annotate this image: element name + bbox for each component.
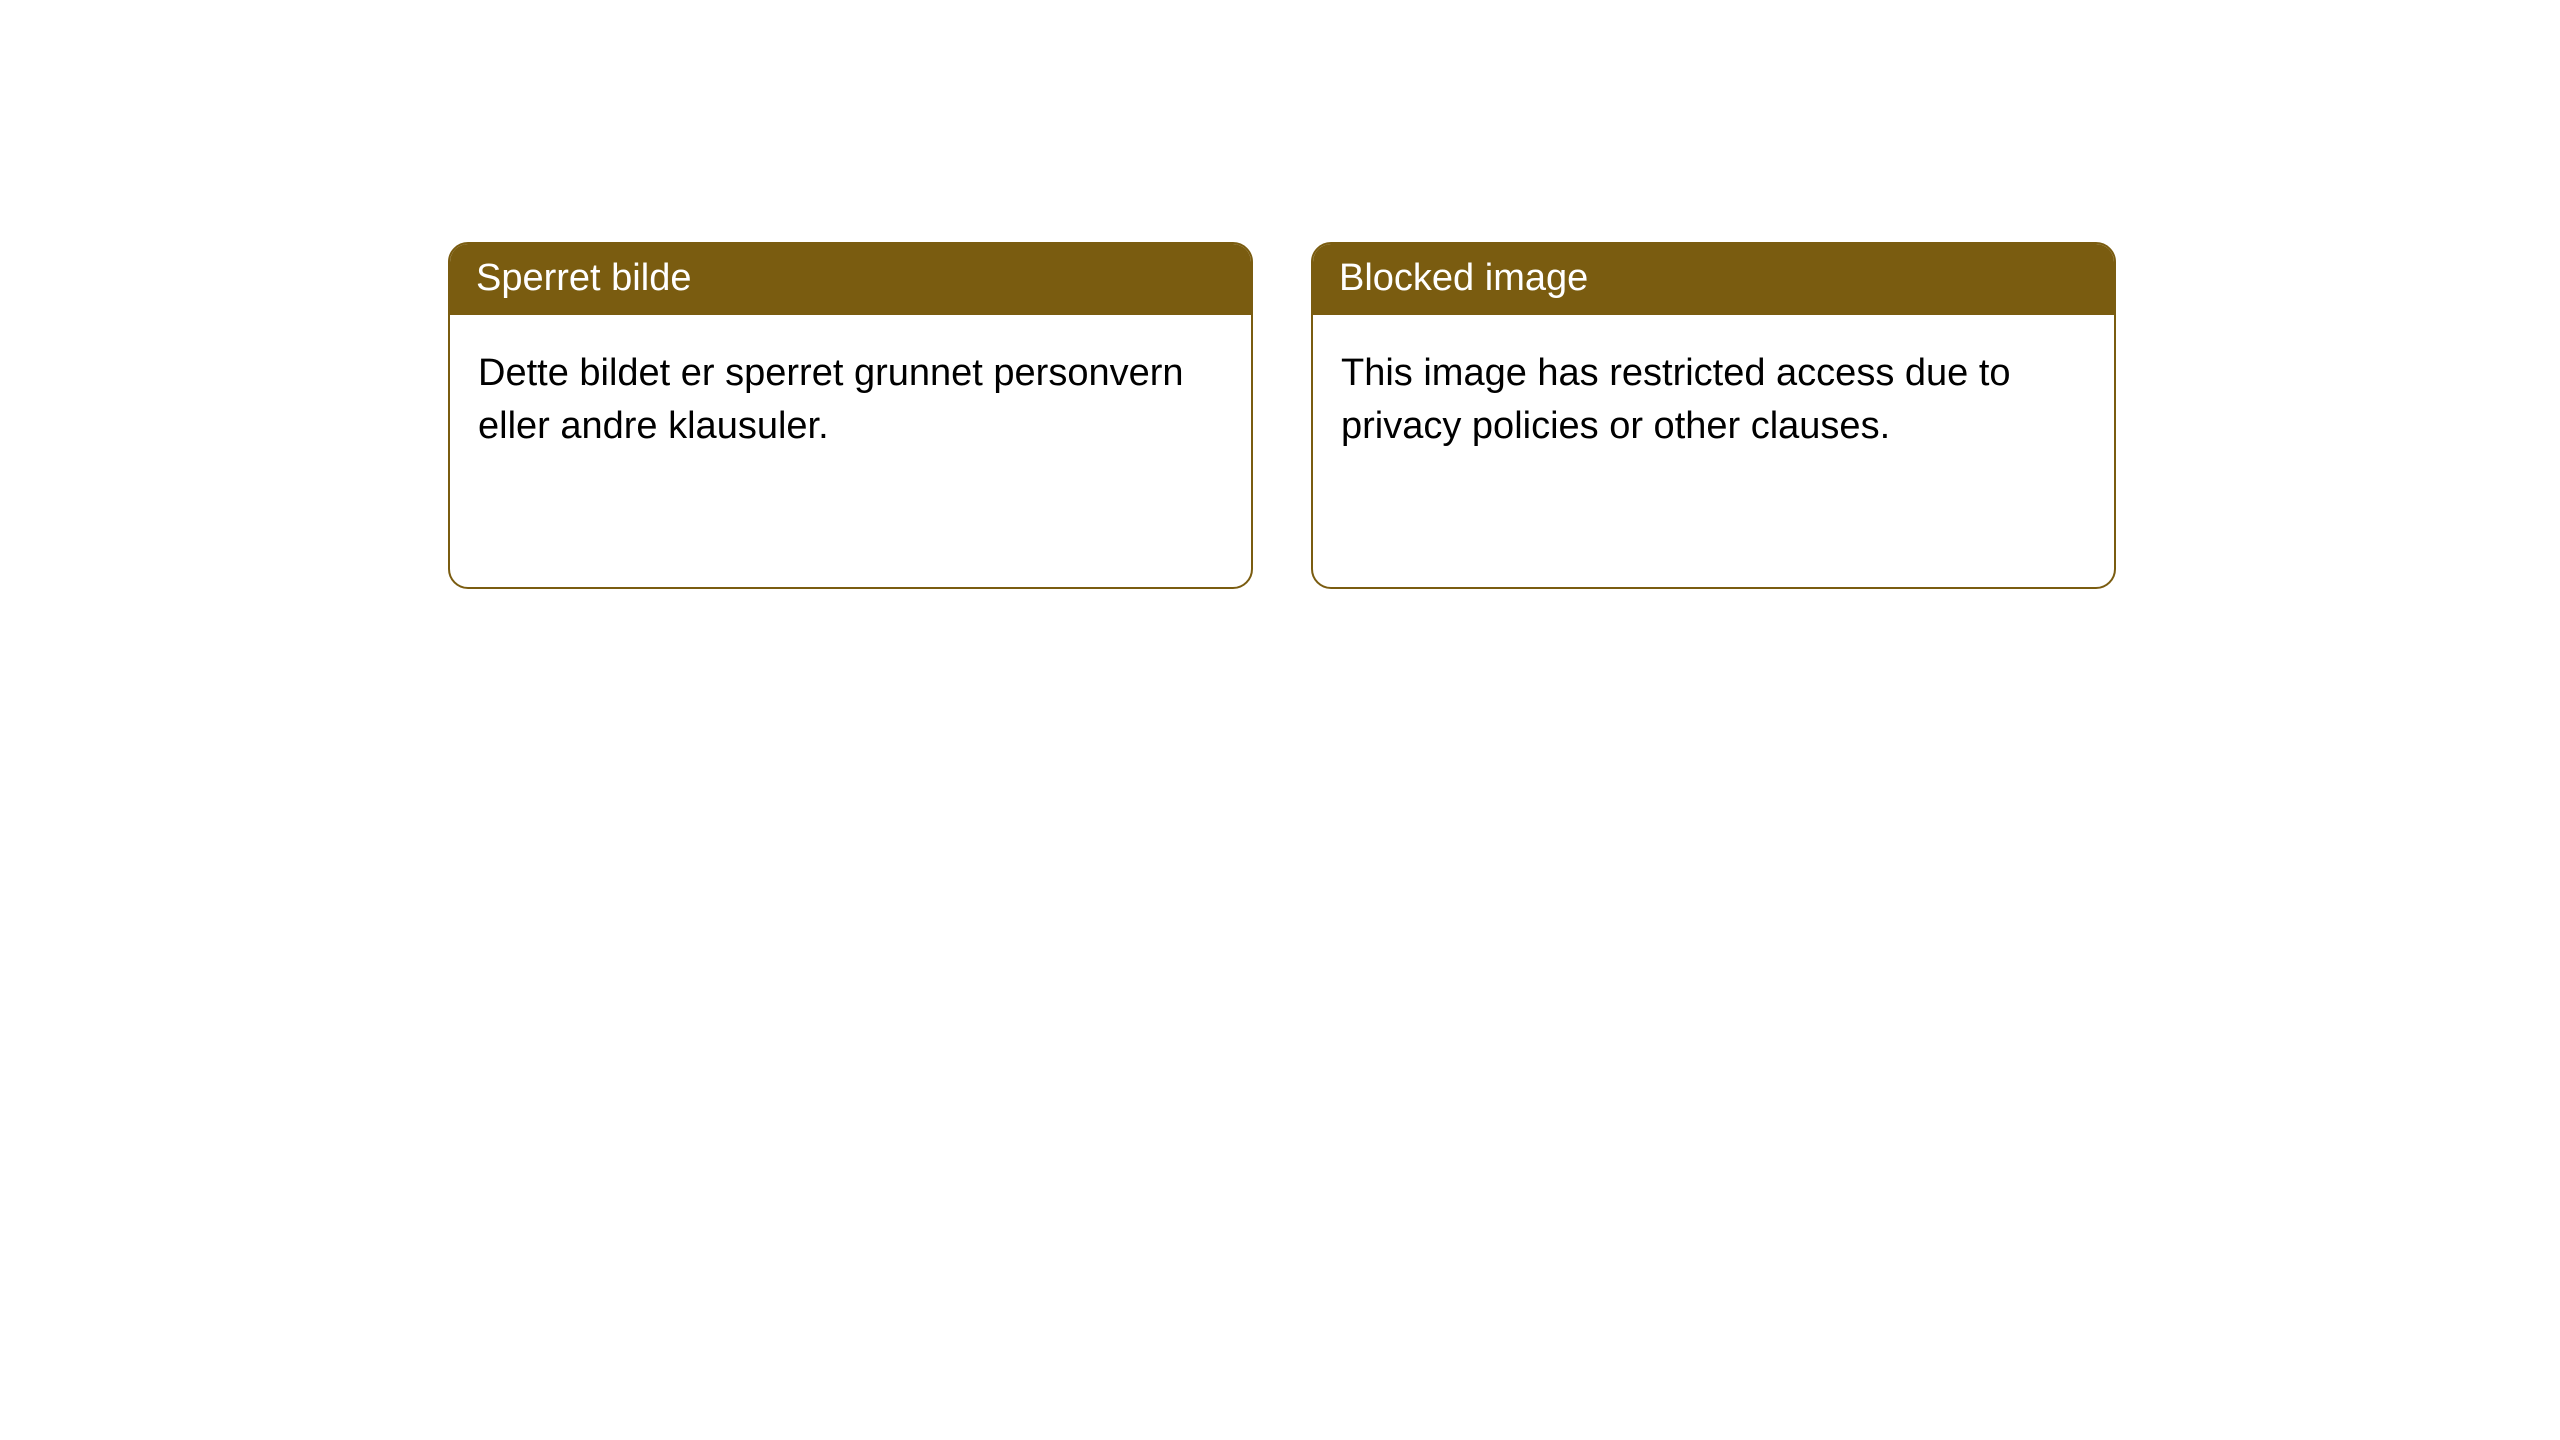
notice-body: This image has restricted access due to … <box>1313 315 2114 587</box>
notice-container: Sperret bilde Dette bildet er sperret gr… <box>0 0 2560 589</box>
notice-card-norwegian: Sperret bilde Dette bildet er sperret gr… <box>448 242 1253 589</box>
notice-header: Blocked image <box>1313 244 2114 315</box>
notice-header: Sperret bilde <box>450 244 1251 315</box>
notice-body: Dette bildet er sperret grunnet personve… <box>450 315 1251 587</box>
notice-card-english: Blocked image This image has restricted … <box>1311 242 2116 589</box>
